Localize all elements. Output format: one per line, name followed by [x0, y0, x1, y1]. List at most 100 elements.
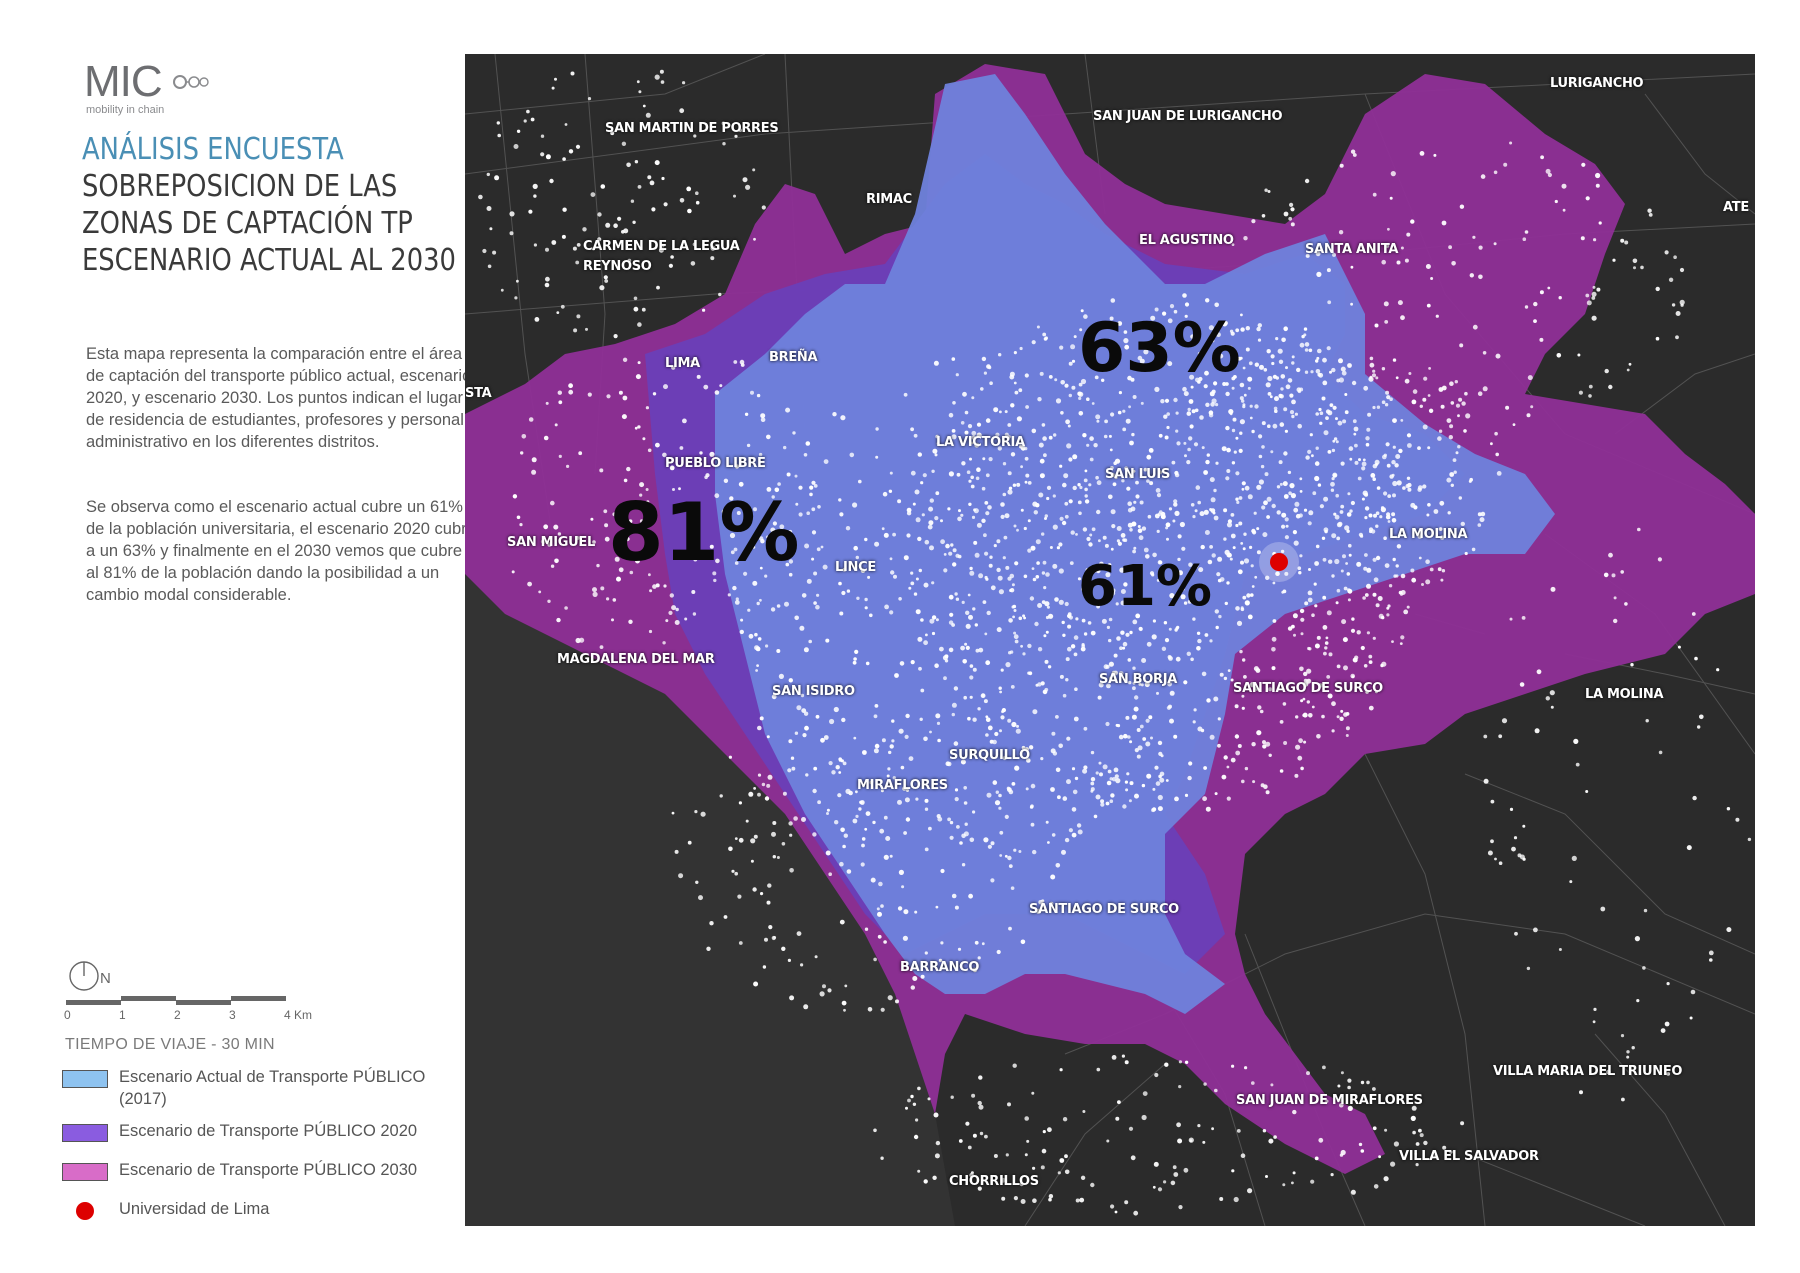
residence-point [1126, 772, 1130, 776]
residence-point [710, 256, 715, 261]
residence-point [1016, 482, 1021, 487]
residence-point [1402, 486, 1406, 490]
residence-point [1247, 494, 1253, 500]
residence-point [1316, 356, 1320, 360]
residence-point [1036, 561, 1040, 565]
residence-point [1071, 385, 1076, 390]
residence-point [1215, 625, 1219, 630]
residence-point [1384, 320, 1389, 324]
residence-point [913, 1134, 919, 1140]
residence-point [1524, 305, 1529, 309]
residence-point [754, 632, 758, 637]
residence-point [1110, 298, 1116, 303]
residence-point [639, 482, 645, 488]
residence-point [1360, 1149, 1365, 1153]
residence-point [908, 586, 912, 590]
residence-point [979, 1131, 984, 1136]
residence-point [1375, 376, 1379, 380]
residence-point [1152, 1185, 1156, 1189]
residence-point [1000, 502, 1005, 507]
residence-point [1145, 741, 1151, 747]
residence-point [1158, 560, 1163, 565]
residence-point [983, 837, 989, 843]
residence-point [1310, 1179, 1315, 1184]
residence-point [813, 484, 818, 488]
residence-point [1238, 448, 1243, 453]
residence-point [951, 429, 956, 433]
residence-point [1093, 814, 1098, 819]
residence-point [1042, 689, 1048, 695]
residence-point [1271, 636, 1277, 642]
residence-point [1213, 381, 1218, 386]
residence-point [1391, 518, 1397, 523]
residence-point [785, 562, 790, 567]
residence-point [1077, 829, 1083, 835]
residence-point [1449, 381, 1454, 387]
residence-point [788, 739, 793, 744]
university-marker[interactable] [1270, 553, 1288, 571]
residence-point [1101, 618, 1107, 624]
residence-point [1068, 361, 1073, 366]
residence-point [1522, 857, 1526, 861]
residence-point [1192, 617, 1196, 621]
residence-point [788, 821, 793, 826]
residence-point [1304, 348, 1309, 352]
residence-point [1318, 372, 1324, 378]
residence-point [1009, 374, 1015, 380]
residence-point [635, 558, 640, 564]
residence-point [1400, 315, 1405, 321]
residence-point [1521, 616, 1526, 620]
residence-point [914, 489, 920, 495]
residence-point [527, 581, 532, 587]
residence-point [976, 467, 981, 473]
residence-point [964, 410, 969, 415]
residence-point [935, 1140, 941, 1146]
residence-point [733, 360, 738, 364]
residence-point [1122, 409, 1126, 413]
residence-point [1065, 678, 1069, 682]
residence-point [998, 806, 1002, 810]
residence-point [1348, 446, 1354, 451]
residence-point [1384, 1128, 1388, 1132]
district-label: SANTA ANITA [1305, 242, 1399, 257]
residence-point [611, 618, 614, 622]
residence-point [1112, 482, 1117, 487]
residence-point [814, 955, 818, 959]
residence-point [562, 157, 566, 161]
residence-point [1344, 393, 1348, 396]
residence-point [575, 536, 580, 541]
residence-point [898, 869, 904, 876]
residence-point [1178, 1060, 1182, 1064]
residence-point [1373, 577, 1379, 583]
residence-point [1186, 651, 1191, 656]
residence-point [923, 736, 928, 742]
residence-point [779, 524, 785, 530]
residence-point [551, 86, 555, 90]
residence-point [1318, 1137, 1324, 1143]
residence-point [1157, 1187, 1163, 1192]
residence-point [765, 644, 769, 648]
residence-point [1059, 1158, 1065, 1163]
residence-point [841, 590, 846, 596]
residence-point [752, 168, 756, 172]
residence-point [663, 384, 668, 390]
residence-point [1039, 473, 1045, 479]
residence-point [1600, 906, 1606, 912]
residence-point [568, 389, 574, 395]
residence-point [1378, 1155, 1381, 1159]
residence-point [599, 645, 604, 649]
residence-point [1633, 266, 1636, 270]
residence-point [1332, 252, 1336, 257]
residence-point [562, 207, 567, 212]
residence-point [1580, 236, 1585, 241]
residence-point [570, 71, 575, 76]
residence-point [1108, 617, 1113, 622]
residence-point [993, 544, 997, 548]
residence-point [1426, 303, 1431, 308]
residence-point [853, 736, 857, 740]
residence-point [1231, 428, 1236, 433]
map-panel[interactable]: 81% 63% 61% SAN MARTIN DE PORRES SAN JUA… [465, 54, 1755, 1226]
residence-point [755, 669, 758, 672]
residence-point [839, 611, 844, 616]
residence-point [576, 314, 581, 319]
